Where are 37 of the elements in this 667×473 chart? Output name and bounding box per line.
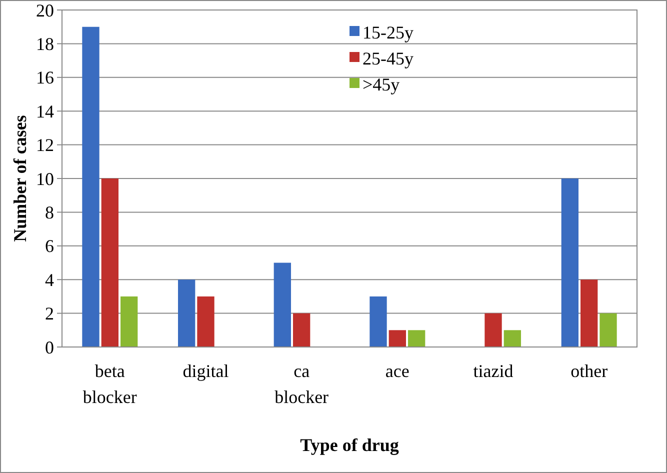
bar — [561, 178, 578, 347]
x-tick-label: ace — [385, 361, 410, 381]
x-tick-label: ca blocker — [274, 361, 329, 407]
bar — [120, 296, 138, 347]
y-tick-label: 18 — [36, 34, 54, 54]
bar — [580, 280, 598, 347]
bar — [293, 313, 310, 347]
y-tick-label: 12 — [36, 135, 54, 156]
bar — [408, 330, 426, 347]
y-tick-label: 4 — [45, 270, 54, 290]
y-tick-label: 10 — [36, 168, 54, 189]
y-tick-label: 8 — [45, 202, 54, 222]
bar — [504, 330, 521, 347]
legend-label: 15-25y — [362, 22, 414, 42]
bar — [178, 280, 196, 347]
y-tick-label: 6 — [45, 236, 54, 256]
x-tick-label: beta blocker — [82, 361, 137, 407]
bar — [370, 296, 387, 347]
bar — [484, 313, 502, 347]
y-tick-label: 2 — [45, 304, 54, 324]
legend-label: 25-45y — [362, 48, 414, 68]
x-tick-label: tiazid — [473, 361, 514, 381]
y-tick-label: 20 — [36, 0, 54, 20]
legend-label: >45y — [362, 74, 400, 94]
bar — [274, 262, 291, 347]
y-axis-title: Number of cases — [10, 115, 30, 242]
x-tick-label: other — [570, 361, 608, 381]
y-tick-label: 0 — [45, 337, 54, 358]
bar — [197, 296, 214, 347]
y-tick-label: 14 — [36, 101, 54, 122]
bar — [101, 178, 118, 347]
x-axis-title: Type of drug — [300, 435, 399, 455]
y-tick-label: 16 — [36, 68, 54, 88]
bar — [600, 313, 617, 347]
bar — [82, 26, 100, 347]
x-tick-label: digital — [182, 361, 229, 381]
bar — [388, 330, 406, 347]
